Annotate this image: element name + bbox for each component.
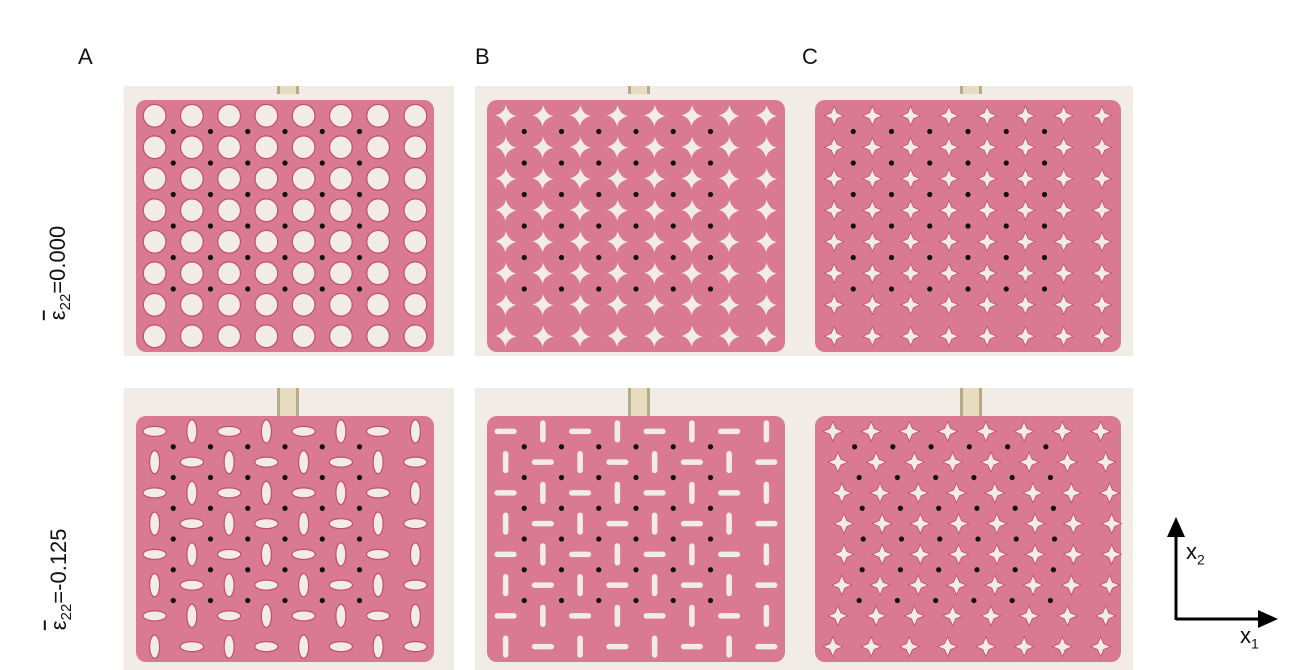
axes-arrows-icon — [1167, 517, 1278, 628]
axis-label-x1: x1 — [1240, 623, 1259, 652]
row-label-strain-0: ε22=0.000 — [44, 225, 75, 321]
photo-a-compressed — [124, 380, 454, 670]
coordinate-axes: x2 x1 — [1160, 515, 1290, 665]
axis-label-x2: x2 — [1186, 539, 1205, 568]
column-label-b: B — [475, 44, 490, 69]
photo-b-compressed — [475, 380, 805, 670]
column-label-a: A — [78, 44, 93, 69]
row-label-strain-1: ε22=-0.125 — [45, 528, 76, 631]
photo-a-undeformed — [124, 78, 454, 356]
column-label-c: C — [802, 44, 818, 69]
photo-c-compressed — [803, 380, 1133, 670]
photo-c-undeformed — [803, 78, 1133, 356]
photo-b-undeformed — [475, 78, 805, 356]
